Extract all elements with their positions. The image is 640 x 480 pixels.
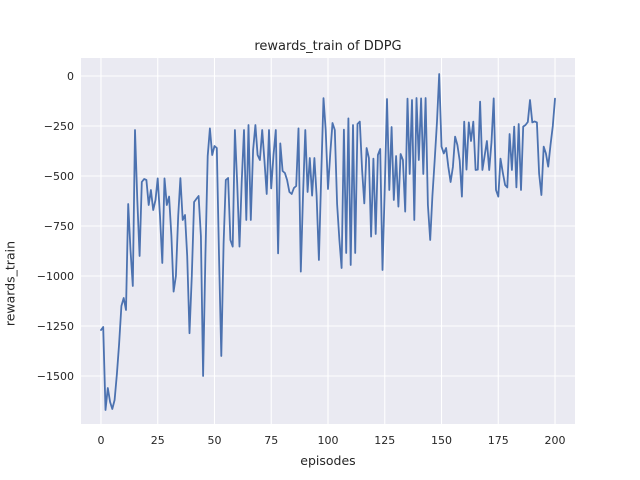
x-tick-label: 75	[264, 434, 278, 447]
y-tick-label: 0	[67, 70, 74, 83]
x-tick-label: 125	[374, 434, 395, 447]
x-axis-label: episodes	[300, 453, 356, 468]
y-tick-label: −500	[44, 170, 74, 183]
x-tick-label: 150	[431, 434, 452, 447]
x-tick-label: 200	[545, 434, 566, 447]
x-tick-label: 175	[488, 434, 509, 447]
x-tick-label: 50	[207, 434, 221, 447]
data-line	[100, 73, 556, 411]
x-tick-label: 100	[318, 434, 339, 447]
y-tick-label: −1250	[37, 320, 74, 333]
x-tick-label: 25	[151, 434, 165, 447]
y-tick-label: −250	[44, 120, 74, 133]
chart-title: rewards_train of DDPG	[254, 39, 402, 54]
y-tick-label: −1500	[37, 370, 74, 383]
y-axis-label-text: rewards_train	[2, 241, 17, 327]
y-tick-label: −1000	[37, 270, 74, 283]
x-tick-label: 0	[97, 434, 104, 447]
y-tick-label: −750	[44, 220, 74, 233]
